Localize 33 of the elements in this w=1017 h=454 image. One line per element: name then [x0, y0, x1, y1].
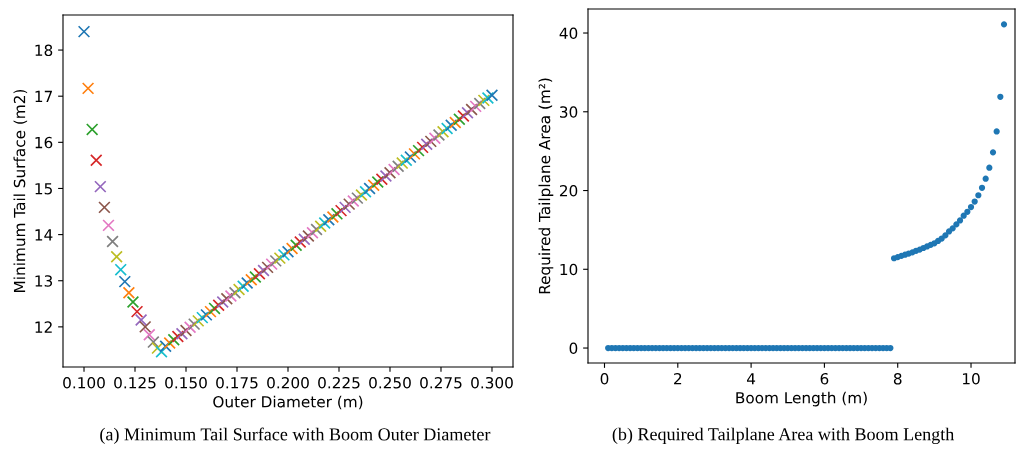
y-axis-title: Minimum Tail Surface (m2): [13, 89, 28, 292]
y-axis-title: Required Tailplane Area (m²): [538, 78, 554, 294]
y-tick-label: 20: [559, 184, 578, 197]
x-tick-label: 0.125: [114, 376, 156, 389]
x-tick-label: 0.175: [216, 376, 258, 389]
y-tick-label: 15: [35, 183, 52, 195]
x-tick-label: 0.250: [369, 376, 411, 389]
x-tick-label: 10: [962, 372, 980, 385]
y-tick-label: 16: [35, 136, 53, 149]
x-axis-title: Boom Length (m): [736, 391, 867, 407]
x-axis-title: Outer Diameter (m): [213, 395, 363, 410]
x-tick-label: 0.225: [318, 376, 360, 389]
x-tick-label: 4: [746, 373, 756, 385]
x-tick-label: 0.100: [63, 376, 105, 389]
text: (a) Minimum Tail Surface with Boom Outer Diameter: [100, 427, 491, 445]
x-tick-label: 6: [820, 372, 829, 385]
y-tick-label: 18: [35, 44, 53, 57]
y-tick-label: 30: [560, 106, 578, 118]
y-tick-label: 0: [569, 342, 578, 355]
y-tick-label: 40: [559, 27, 578, 40]
y-tick-label: 10: [560, 263, 578, 276]
y-tick-label: 14: [35, 229, 53, 241]
x-tick-label: 8: [893, 372, 902, 385]
y-tick-label: 12: [35, 321, 52, 333]
x-tick-label: 0.300: [471, 376, 513, 389]
y-tick-label: 13: [35, 275, 53, 287]
x-tick-label: 0: [600, 372, 609, 385]
text: (b) Required Tailplane Area with Boom Length: [612, 427, 955, 445]
y-tick-label: 17: [35, 90, 52, 102]
x-tick-label: 0.275: [420, 376, 462, 389]
x-tick-label: 0.150: [165, 376, 207, 389]
x-tick-label: 2: [674, 372, 682, 385]
x-tick-label: 0.200: [267, 376, 309, 389]
